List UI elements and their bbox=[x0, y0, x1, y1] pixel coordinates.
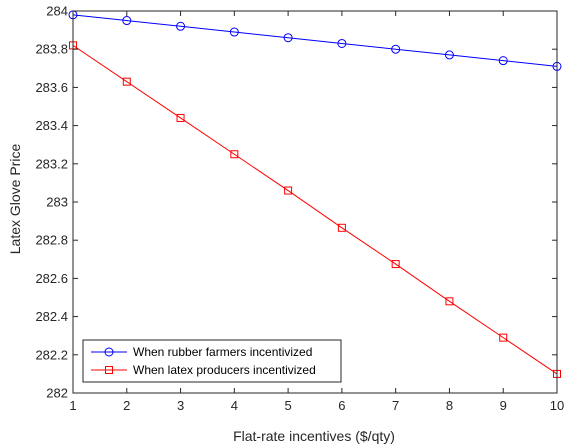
legend: When rubber farmers incentivized When lat… bbox=[82, 339, 342, 383]
y-tick-label-9: 283.6 bbox=[35, 80, 68, 95]
legend-marker-2 bbox=[105, 366, 113, 374]
y-tick-label-6: 283 bbox=[46, 195, 68, 210]
series-2-line bbox=[72, 44, 558, 375]
legend-label-2: When latex producers incentivized bbox=[133, 363, 316, 377]
y-tick-label-3: 282.4 bbox=[35, 309, 68, 324]
series-2-point-3 bbox=[176, 113, 185, 122]
series-1-point-8 bbox=[444, 50, 454, 60]
series-1-point-7 bbox=[391, 44, 401, 54]
series-1-point-6 bbox=[337, 38, 347, 48]
series-1-point-5 bbox=[283, 33, 293, 43]
x-tick-label-1: 1 bbox=[69, 398, 76, 413]
series-1-point-3 bbox=[176, 21, 186, 31]
y-tick-label-8: 283.4 bbox=[35, 118, 68, 133]
y-tick-label-4: 282.6 bbox=[35, 271, 68, 286]
y-tick-label-11: 284 bbox=[46, 4, 68, 19]
y-axis-label: Latex Glove Price bbox=[7, 144, 23, 255]
x-tick-label-2: 2 bbox=[123, 398, 130, 413]
series-1-point-2 bbox=[122, 16, 132, 26]
x-tick-label-8: 8 bbox=[446, 398, 453, 413]
x-tick-label-10: 10 bbox=[550, 398, 564, 413]
series-2-point-7 bbox=[391, 260, 400, 269]
axes: 1 2 3 4 5 6 7 8 9 10 282 282.2 282.4 282.6 282.8 283 283… bbox=[35, 4, 564, 414]
legend-marker-1 bbox=[104, 347, 114, 357]
series-2-point-2 bbox=[122, 77, 131, 86]
y-tick-label-5: 282.8 bbox=[35, 233, 68, 248]
series-1-point-9 bbox=[498, 56, 508, 66]
x-tick-label-6: 6 bbox=[338, 398, 345, 413]
series-2-point-5 bbox=[284, 186, 293, 195]
x-tick-label-9: 9 bbox=[500, 398, 507, 413]
series-2-point-8 bbox=[445, 297, 454, 306]
x-tick-label-4: 4 bbox=[231, 398, 238, 413]
series-1-point-4 bbox=[229, 27, 239, 37]
x-axis-label: Flat-rate incentives ($/qty) bbox=[233, 428, 395, 444]
series-2-point-6 bbox=[337, 223, 346, 232]
y-tick-label-10: 283.8 bbox=[35, 42, 68, 57]
series-2-point-4 bbox=[230, 150, 239, 159]
legend-label-1: When rubber farmers incentivized bbox=[133, 345, 312, 359]
series-2-point-9 bbox=[499, 333, 508, 342]
legend-box bbox=[82, 339, 342, 383]
series-1-line bbox=[72, 14, 558, 67]
y-tick-label-7: 283.2 bbox=[35, 156, 68, 171]
x-tick-label-3: 3 bbox=[177, 398, 184, 413]
y-tick-label-2: 282.2 bbox=[35, 347, 68, 362]
x-tick-label-7: 7 bbox=[392, 398, 399, 413]
x-tick-label-5: 5 bbox=[284, 398, 291, 413]
y-tick-label-1: 282 bbox=[46, 386, 68, 401]
